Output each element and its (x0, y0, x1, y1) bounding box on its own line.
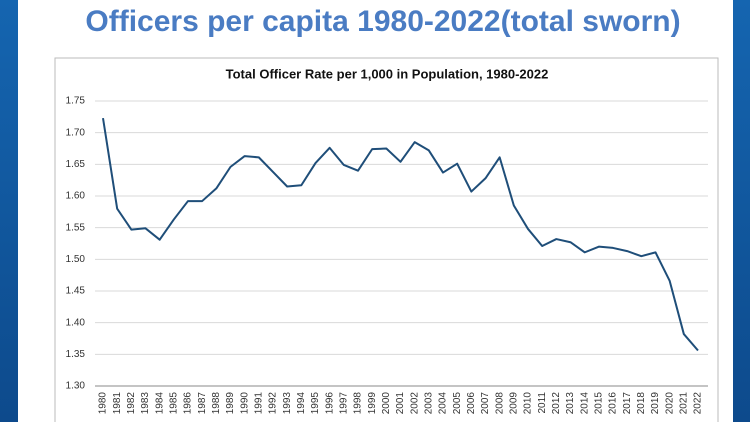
chart-frame (54, 57, 719, 427)
y-tick-label: 1.30 (66, 381, 86, 392)
x-tick-label: 2015 (593, 392, 604, 415)
y-tick-label: 1.60 (66, 191, 86, 202)
x-tick-label: 1981 (112, 392, 123, 415)
x-tick-label: 2006 (466, 392, 477, 415)
x-tick-label: 2002 (409, 392, 420, 415)
x-tick-label: 2003 (423, 392, 434, 415)
x-tick-label: 1988 (211, 392, 222, 415)
y-tick-label: 1.50 (66, 254, 86, 265)
x-tick-label: 2014 (579, 392, 590, 415)
x-tick-label: 2001 (395, 392, 406, 415)
x-tick-label: 1992 (268, 392, 279, 415)
x-tick-label: 1993 (282, 392, 293, 415)
x-tick-label: 2022 (693, 392, 704, 415)
x-tick-label: 1980 (98, 392, 109, 415)
x-tick-label: 2007 (480, 392, 491, 415)
x-tick-label: 1983 (140, 392, 151, 415)
y-tick-label: 1.40 (66, 317, 86, 328)
x-tick-label: 1982 (126, 392, 137, 415)
x-tick-label: 1991 (253, 392, 264, 415)
y-tick-label: 1.45 (66, 286, 86, 297)
x-tick-label: 1989 (225, 392, 236, 415)
x-tick-label: 2011 (537, 392, 548, 414)
y-tick-label: 1.65 (66, 159, 86, 170)
right-edge (733, 0, 750, 422)
x-tick-label: 2018 (636, 392, 647, 415)
x-tick-label: 1987 (197, 392, 208, 415)
x-tick-label: 1995 (310, 392, 321, 415)
x-tick-label: 2004 (438, 392, 449, 415)
x-tick-label: 1999 (367, 392, 378, 415)
x-tick-label: 1985 (168, 392, 179, 415)
x-tick-label: 1986 (183, 392, 194, 415)
x-tick-label: 2019 (650, 392, 661, 415)
x-tick-label: 2009 (508, 392, 519, 415)
y-tick-label: 1.70 (66, 127, 86, 138)
x-tick-label: 2010 (523, 392, 534, 415)
x-tick-label: 1984 (154, 392, 165, 415)
x-tick-label: 1998 (353, 392, 364, 415)
x-tick-label: 2016 (608, 392, 619, 415)
chart-title: Total Officer Rate per 1,000 in Populati… (226, 66, 549, 81)
x-tick-label: 2021 (678, 392, 689, 415)
x-tick-label: 2012 (551, 392, 562, 415)
x-tick-label: 2017 (622, 392, 633, 415)
slide-title: Officers per capita 1980-2022(total swor… (85, 5, 680, 38)
plot: 1.30 1.35 1.40 1.45 1.50 1.55 1.60 1.65 1.70 1.75… (66, 96, 708, 415)
x-tick-label: 2013 (565, 392, 576, 415)
x-tick-label: 1994 (296, 392, 307, 415)
x-tick-label: 2020 (664, 392, 675, 415)
y-tick-label: 1.55 (66, 222, 86, 233)
x-tick-label: 1997 (338, 392, 349, 415)
x-tick-label: 1990 (239, 392, 250, 415)
x-tick-label: 2000 (381, 392, 392, 415)
left-edge (0, 0, 18, 422)
y-tick-label: 1.35 (66, 349, 86, 360)
x-tick-label: 2008 (494, 392, 505, 415)
data-line (102, 117, 699, 352)
y-tick-label: 1.75 (66, 96, 86, 107)
x-tick-label: 1996 (324, 392, 335, 415)
x-tick-label: 2005 (452, 392, 463, 415)
